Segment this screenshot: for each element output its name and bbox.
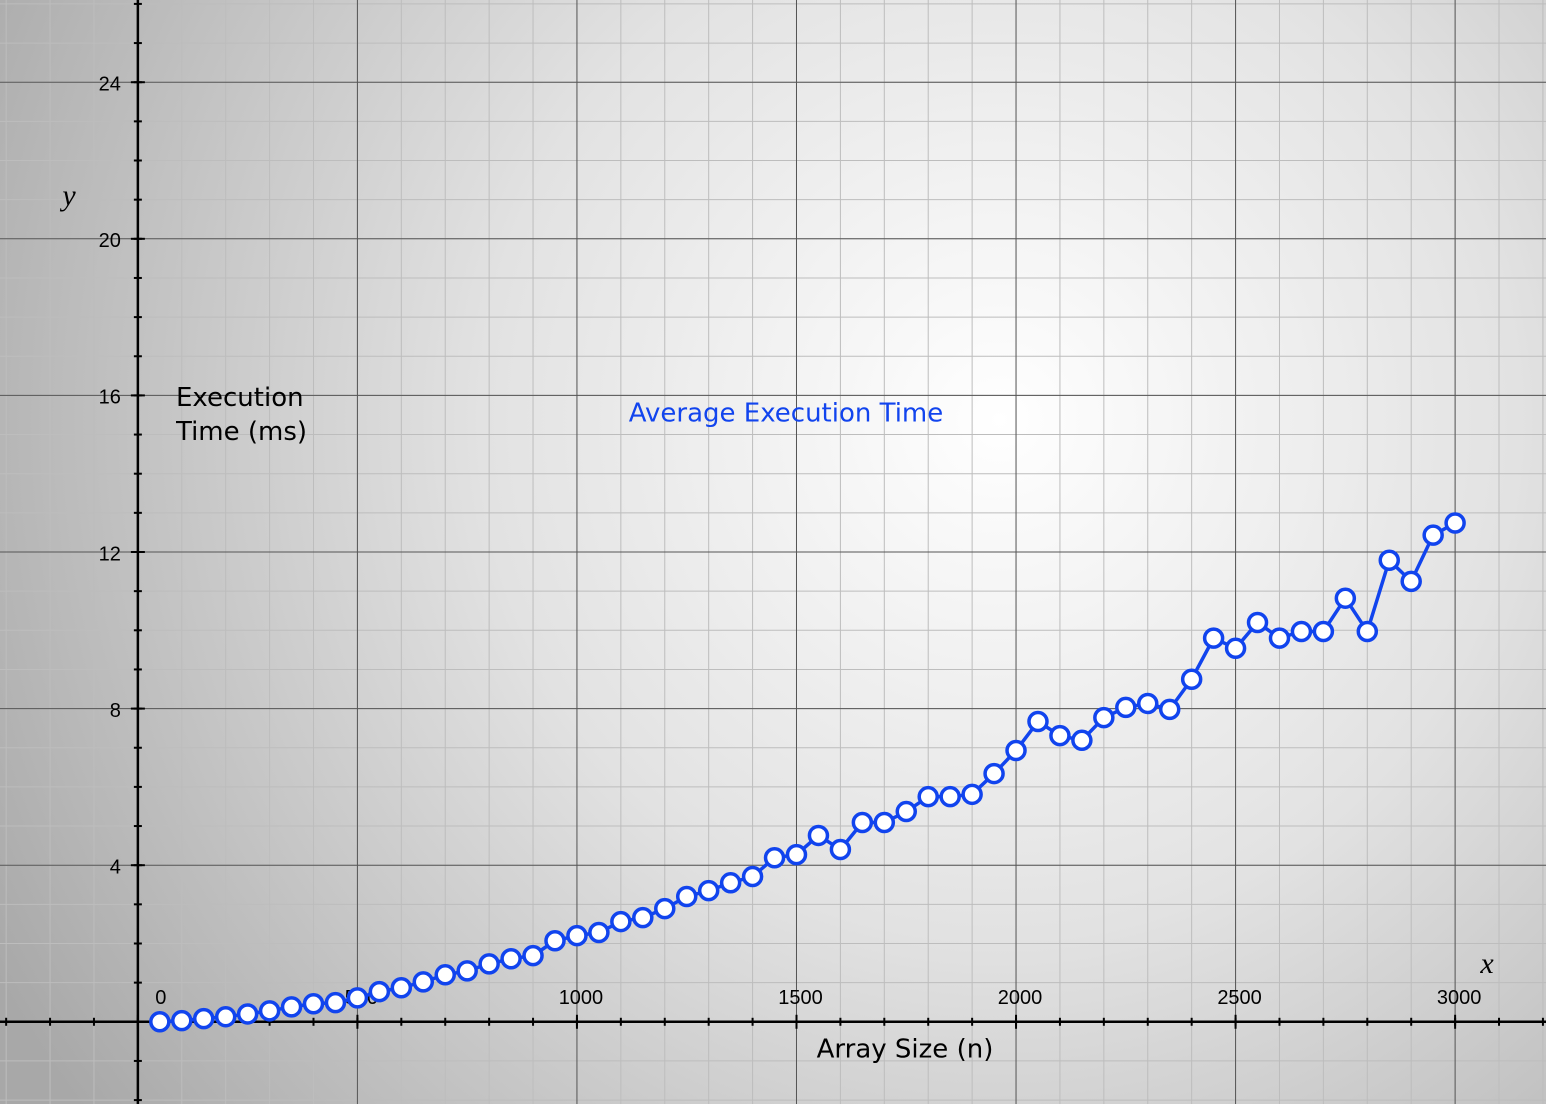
- data-point: [214, 1005, 237, 1028]
- data-point: [1027, 710, 1049, 733]
- data-point: [719, 872, 742, 894]
- data-point: [632, 906, 654, 929]
- data-point: [610, 910, 632, 933]
- x-tick-label: 2500: [1217, 987, 1262, 1009]
- data-point: [566, 924, 588, 947]
- data-point: [675, 885, 698, 908]
- data-point: [1268, 627, 1291, 649]
- data-point: [258, 1000, 281, 1022]
- y-tick-label: 24: [99, 73, 121, 95]
- data-point: [500, 948, 522, 970]
- y-axis-title: Execution Time (ms): [176, 383, 308, 447]
- data-point: [654, 897, 676, 920]
- y-tick-label: 16: [99, 387, 121, 409]
- data-point: [456, 960, 478, 982]
- data-point: [522, 944, 544, 967]
- data-point: [1093, 706, 1115, 729]
- data-point: [346, 987, 369, 1009]
- y-tick-label: 8: [110, 700, 121, 722]
- data-point: [412, 971, 435, 993]
- data-point: [544, 929, 566, 952]
- x-axis-title: Array Size (n): [817, 1035, 994, 1065]
- data-point: [478, 953, 500, 975]
- y-tick-label: 12: [99, 543, 121, 565]
- data-point: [829, 838, 852, 861]
- data-point: [1071, 729, 1093, 752]
- data-point: [961, 783, 983, 806]
- data-point: [368, 980, 391, 1003]
- data-point: [1180, 668, 1203, 690]
- data-point: [1115, 696, 1137, 719]
- data-point: [280, 996, 303, 1018]
- data-point: [434, 964, 456, 986]
- data-point: [390, 976, 413, 999]
- data-point: [1422, 524, 1444, 546]
- data-point: [1312, 620, 1335, 643]
- data-point: [939, 785, 961, 808]
- data-point: [1378, 549, 1400, 571]
- x-tick-label: 3000: [1437, 987, 1482, 1009]
- data-point: [149, 1011, 171, 1033]
- x-tick-label: 2000: [998, 987, 1043, 1009]
- data-point: [1334, 587, 1357, 609]
- data-point: [807, 824, 830, 847]
- data-point: [1224, 637, 1247, 660]
- data-point: [588, 921, 610, 944]
- y-axis-symbol: y: [59, 179, 76, 212]
- data-point: [1290, 620, 1313, 643]
- x-tick-label: 1000: [559, 987, 604, 1009]
- y-tick-label: 4: [110, 856, 121, 878]
- data-point: [983, 762, 1005, 785]
- data-point: [697, 879, 720, 902]
- data-point: [763, 847, 786, 869]
- x-axis-symbol: x: [1479, 947, 1494, 980]
- y-tick-label: 20: [99, 230, 121, 252]
- x-tick-label: 0: [155, 987, 166, 1009]
- data-point: [1137, 692, 1159, 715]
- data-point: [1005, 739, 1027, 762]
- data-point: [1202, 627, 1225, 649]
- data-point: [873, 811, 896, 834]
- data-point: [741, 865, 764, 888]
- data-point: [917, 785, 939, 808]
- data-point: [302, 993, 325, 1015]
- data-point: [171, 1009, 193, 1032]
- x-tick-label: 1500: [778, 987, 823, 1009]
- data-point: [785, 843, 808, 866]
- series-label: Average Execution Time: [629, 399, 944, 429]
- data-point: [1049, 724, 1071, 747]
- data-point: [1158, 698, 1181, 721]
- data-point: [1444, 512, 1466, 534]
- data-point: [1356, 620, 1379, 643]
- data-point: [324, 991, 347, 1014]
- data-point: [236, 1003, 259, 1025]
- data-point: [851, 811, 874, 834]
- data-point: [192, 1007, 215, 1030]
- y-axis-title-box: Execution Time (ms): [176, 383, 308, 447]
- data-point: [1400, 570, 1422, 593]
- data-point: [1246, 611, 1269, 634]
- data-point: [895, 800, 918, 823]
